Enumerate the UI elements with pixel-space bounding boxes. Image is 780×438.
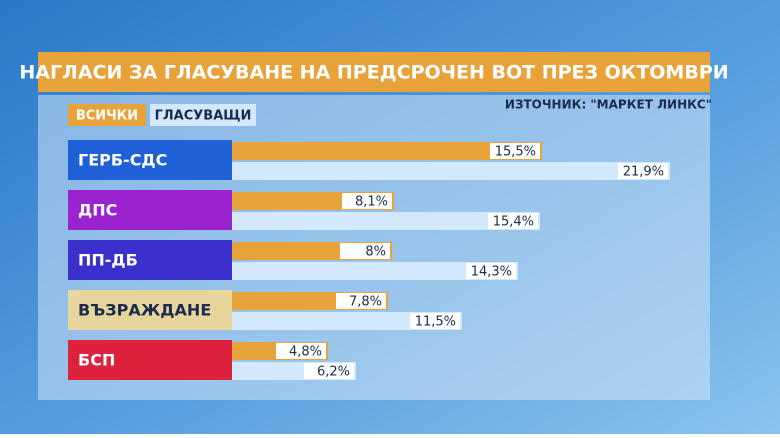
category-box — [68, 340, 232, 380]
value-label-box — [488, 213, 538, 229]
value-label: 8% — [365, 245, 386, 260]
category-box — [68, 190, 232, 230]
category-box — [68, 240, 232, 280]
legend-label: ВСИЧКИ — [76, 109, 138, 124]
value-label: 6,2% — [317, 365, 350, 380]
value-label-box — [276, 343, 326, 359]
category-label: ПП-ДБ — [78, 251, 138, 270]
value-label: 8,1% — [355, 195, 388, 210]
legend-swatch — [150, 104, 256, 126]
legend-label: ГЛАСУВАЩИ — [155, 109, 252, 124]
title-bar — [38, 52, 710, 92]
value-label: 7,8% — [349, 295, 382, 310]
category-label: ВЪЗРАЖДАНЕ — [78, 301, 211, 320]
value-label-box — [466, 263, 516, 279]
value-label: 4,8% — [289, 345, 322, 360]
category-label: ДПС — [78, 201, 117, 220]
value-label-box — [490, 143, 540, 159]
category-box — [68, 140, 232, 180]
value-label-box — [342, 193, 392, 209]
category-box — [68, 290, 232, 330]
source: ИЗТОЧНИК: "МАРКЕТ ЛИНКС" — [505, 98, 712, 112]
legend-swatch — [68, 104, 146, 126]
bar — [232, 142, 542, 160]
value-label: 14,3% — [471, 265, 512, 280]
chart-title: НАГЛАСИ ЗА ГЛАСУВАНЕ НА ПРЕДСРОЧЕН ВОТ П… — [19, 62, 728, 84]
bar — [232, 212, 540, 230]
category-label: ГЕРБ-СДС — [78, 151, 167, 170]
value-label: 15,5% — [495, 145, 536, 160]
value-label-box — [340, 243, 390, 259]
value-label: 15,4% — [493, 215, 534, 230]
bar — [232, 312, 462, 330]
value-label-box — [410, 313, 460, 329]
bar — [232, 162, 670, 180]
category-label: БСП — [78, 351, 115, 370]
value-label-box — [304, 363, 354, 379]
value-label: 21,9% — [623, 165, 664, 180]
value-label: 11,5% — [415, 315, 456, 330]
value-label-box — [336, 293, 386, 309]
value-label-box — [618, 163, 668, 179]
bar — [232, 262, 518, 280]
